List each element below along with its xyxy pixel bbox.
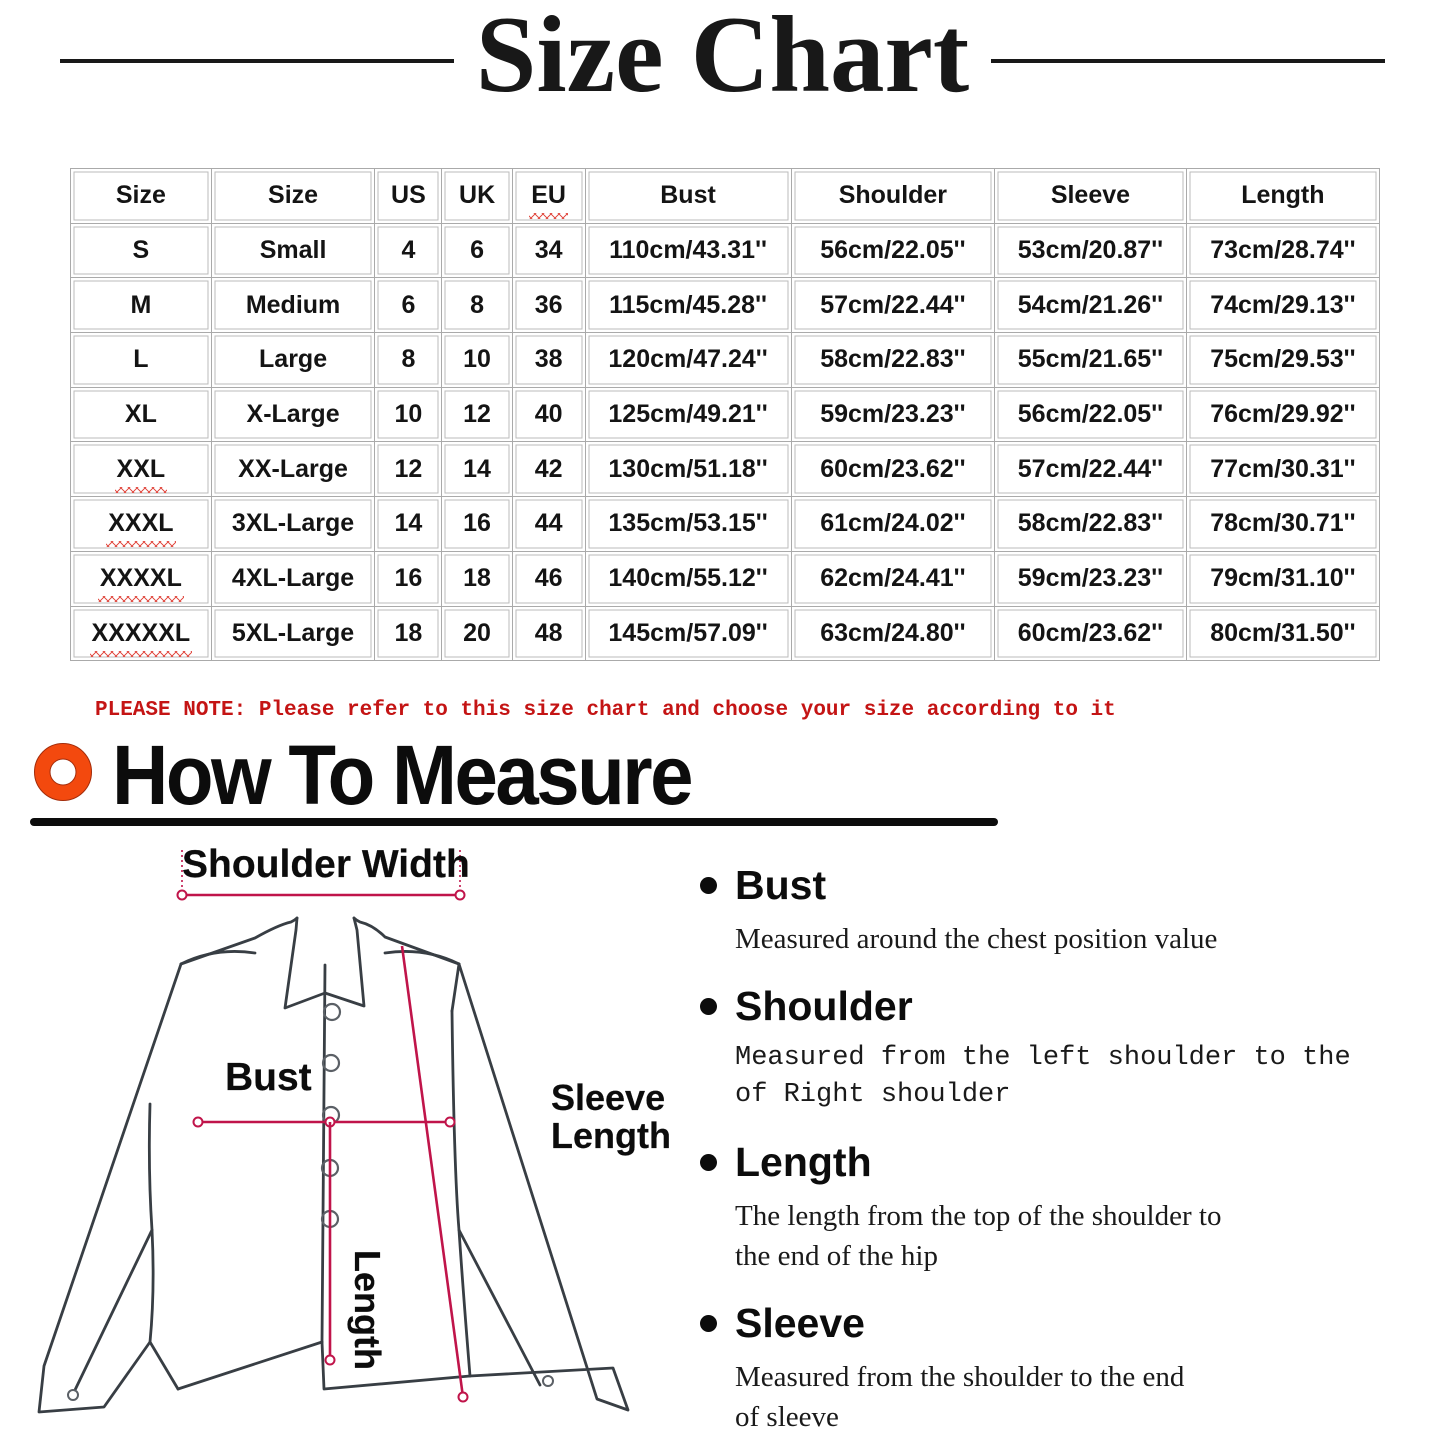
svg-text:Shoulder Width: Shoulder Width: [182, 843, 470, 886]
svg-text:Length: Length: [551, 1115, 671, 1156]
svg-text:Length: Length: [347, 1250, 388, 1370]
svg-text:Bust: Bust: [225, 1056, 312, 1099]
svg-text:Sleeve: Sleeve: [551, 1077, 665, 1118]
